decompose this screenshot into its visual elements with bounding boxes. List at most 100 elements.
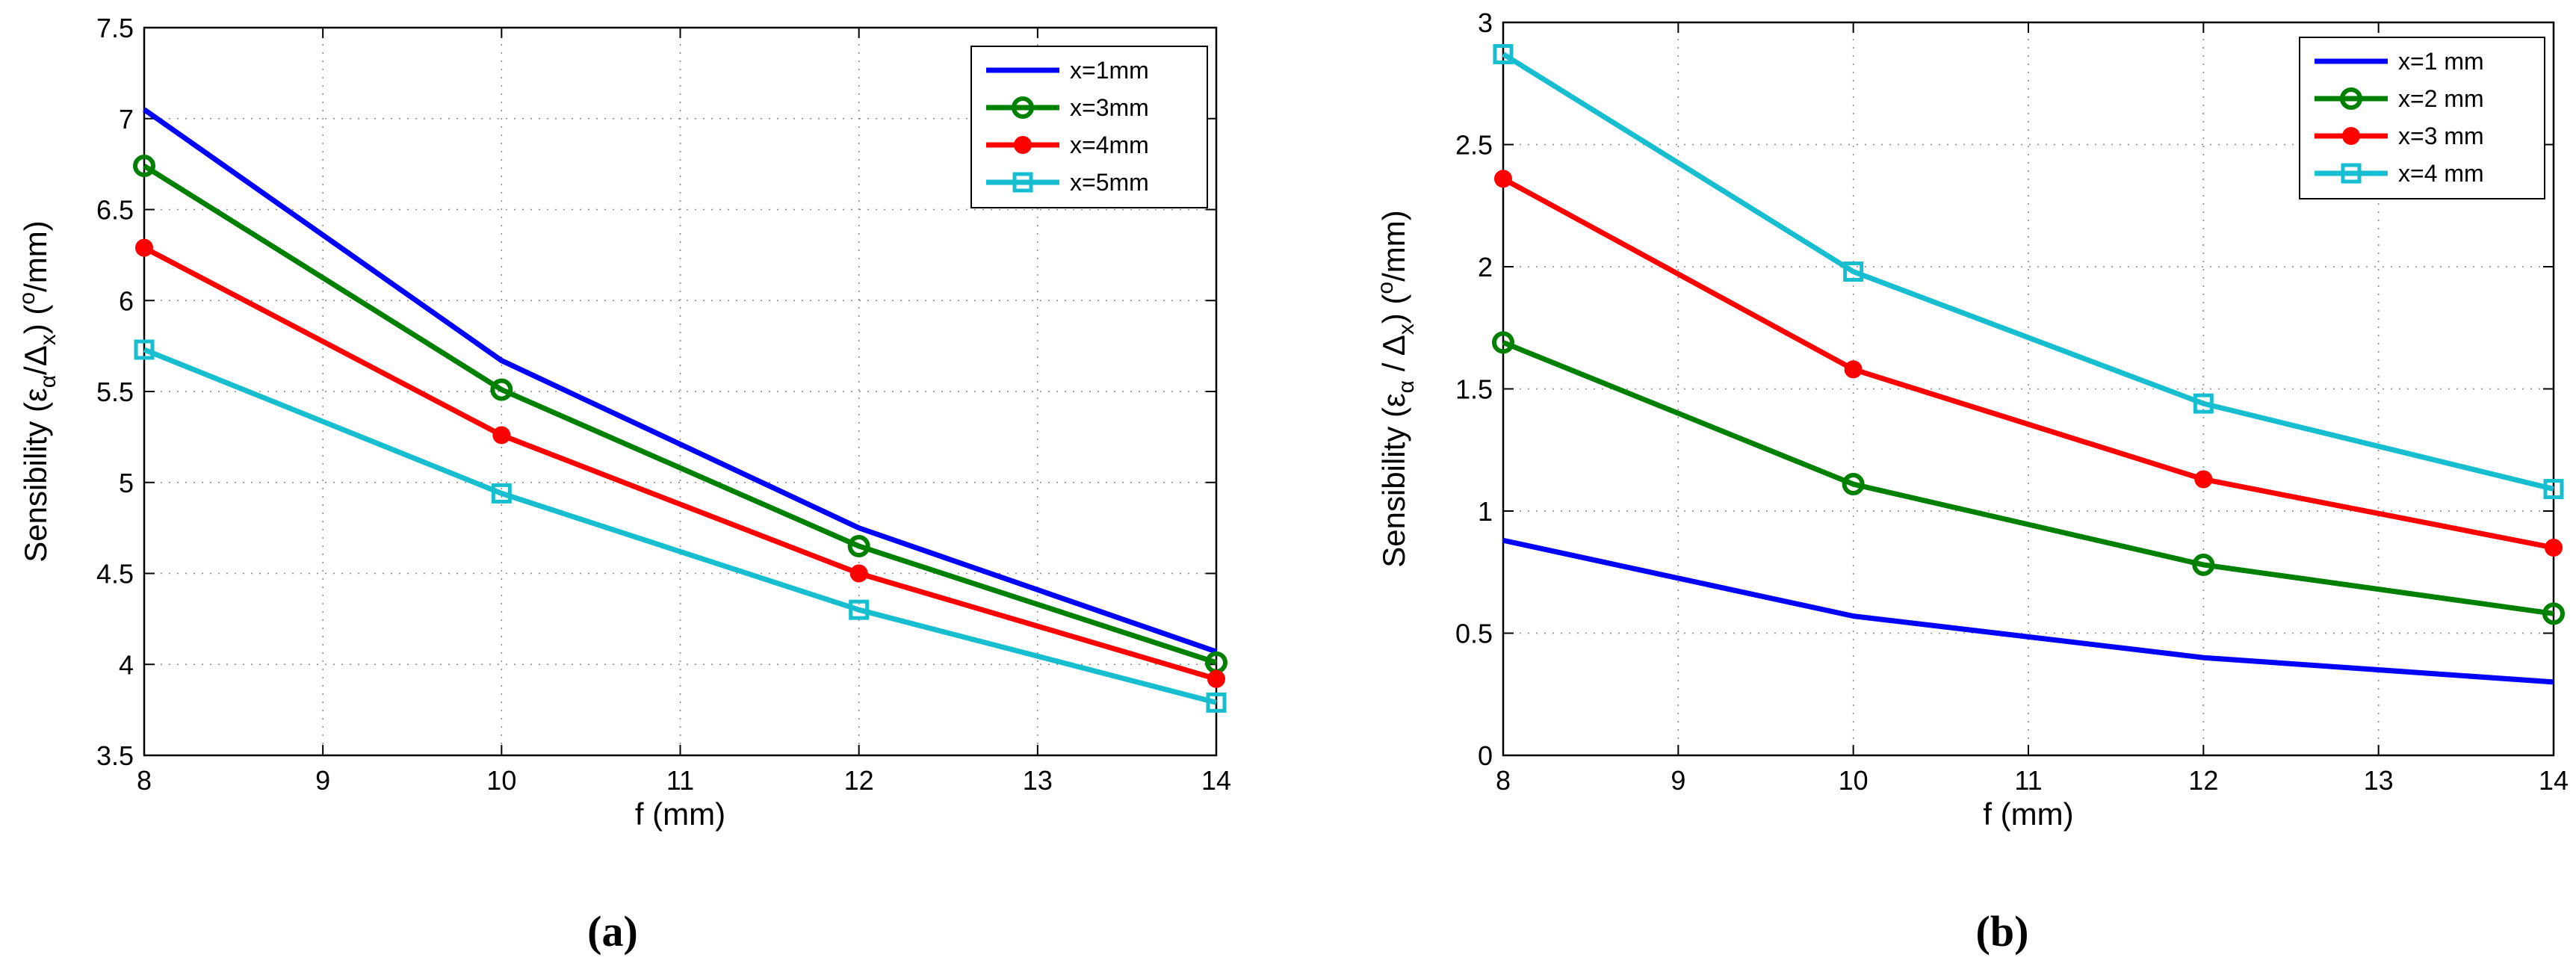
panel-a-ytick-label: 4: [119, 649, 134, 680]
panel-b-legend-marker: [2341, 163, 2362, 184]
panel-b-series-2-point: [2192, 553, 2215, 576]
panel-a-ylabel-mid: /Δ: [18, 345, 53, 375]
panel-a-ylabel-sub1: α: [36, 375, 61, 388]
panel-a-panel-label: (a): [587, 907, 638, 956]
panel-a-ytick-label: 6: [119, 285, 134, 316]
panel-a-legend: x=1mm x=3mm x=4mm x=5mm: [970, 46, 1208, 208]
panel-b-ytick-label: 2.5: [1455, 130, 1493, 161]
panel-b-ytick-label: 1.5: [1455, 374, 1493, 405]
panel-b-series-2-point: [1492, 331, 1514, 354]
panel-b-ylabel-suffix2: /mm): [1376, 210, 1411, 282]
panel-b-legend-label: x=2 mm: [2398, 85, 2484, 112]
panel-a-legend-marker: [1012, 172, 1033, 193]
panel-b-ylabel-sub2: x: [1394, 324, 1419, 335]
panel-b-legend-marker: [2340, 87, 2362, 110]
panel-a-series-4: [134, 339, 1227, 713]
panel-b-series-4-point: [1843, 261, 1864, 282]
panel-a-xlabel: f (mm): [635, 796, 725, 832]
panel-a-series-3: [135, 238, 1225, 688]
panel-a-xtick-label: 13: [1023, 765, 1053, 796]
panel-a-legend-label: x=5mm: [1070, 169, 1149, 196]
panel-a-ytick-label: 4.5: [96, 559, 134, 589]
panel-b-series-3-point: [1844, 360, 1863, 379]
panel-a-ytick-label: 5.5: [96, 377, 134, 407]
panel-a-series-3-point: [849, 564, 868, 583]
panel-b-xtick-label: 11: [2014, 765, 2042, 796]
panel-a-ytick-label: 5: [119, 468, 134, 498]
panel-a-xtick-label: 11: [666, 765, 694, 796]
panel-a-series-1-line: [142, 107, 1218, 654]
panel-b-legend: x=1 mm x=2 mm x=3 mm x=4 mm: [2299, 37, 2545, 199]
panel-b-ylabel-sup: o: [1373, 282, 1398, 294]
panel-b-ytick-label: 3: [1478, 7, 1493, 38]
panel-a-legend-label: x=4mm: [1070, 131, 1149, 158]
panel-b-series-2-point: [2542, 602, 2565, 625]
panel-a: 8 9 10 11 12 13 14 3.5 4 4.5 5 5.5 6 6.5 7 7.5 x=1mm x=3m…: [15, 13, 1231, 956]
panel-b-series-3-line: [1502, 176, 2554, 551]
panel-a-series-3-point: [135, 238, 153, 257]
panel-b-series-1: [1502, 537, 2554, 685]
panel-b-xlabel: f (mm): [1983, 796, 2073, 832]
panel-b-ylabel: Sensibility (εα / Δx) (o/mm): [1373, 210, 1419, 568]
panel-b-ylabel-sub1: α: [1394, 380, 1419, 393]
panel-a-series-2-line: [143, 164, 1218, 666]
panel-a-series-2-point: [847, 534, 870, 557]
panel-a-xtick-label: 10: [486, 765, 516, 796]
panel-a-ytick-label: 3.5: [96, 740, 134, 771]
panel-a-ylabel: Sensibility (εα/Δx) (o/mm): [15, 220, 61, 563]
panel-b-series-4-line: [1502, 52, 2554, 492]
panel-a-xtick-label: 14: [1201, 765, 1231, 796]
panel-b-ylabel-prefix: Sensibility (ε: [1376, 393, 1411, 567]
panel-b-series-4-point: [1493, 44, 1514, 65]
panel-b-xtick-label: 10: [1839, 765, 1868, 796]
panel-b-series-3-point: [2194, 470, 2213, 489]
panel-b-xtick-label: 12: [2188, 765, 2218, 796]
panel-b-xtick-label: 13: [2364, 765, 2394, 796]
panel-b-xtick-label: 14: [2539, 765, 2569, 796]
panel-b-panel-label: (b): [1976, 907, 2029, 956]
panel-b-series-2-point: [1842, 473, 1865, 496]
panel-a-xtick-label: 12: [844, 765, 874, 796]
panel-b-ytick-label: 0.5: [1455, 619, 1493, 649]
panel-a-legend-label: x=1mm: [1070, 57, 1149, 84]
panel-b-series-4-point: [2543, 479, 2564, 500]
panel-b-series-1-line: [1502, 537, 2554, 685]
panel-b-series-3: [1494, 170, 2563, 557]
panel-b-ytick-label: 2: [1478, 252, 1493, 282]
panel-b-ytick-label: 1: [1478, 496, 1493, 527]
panel-b-legend-label: x=1 mm: [2398, 48, 2484, 75]
panel-a-series-4-line: [143, 347, 1217, 705]
panel-a-ylabel-sup: o: [15, 292, 40, 305]
panel-a-ylabel-sub2: x: [36, 334, 61, 345]
panel-a-series-1: [142, 107, 1218, 654]
panel-a-series-4-point: [1206, 692, 1227, 713]
panel-a-xtick-label: 9: [315, 765, 330, 796]
panel-b-series-2-line: [1502, 340, 2554, 616]
panel-a-series-2-point: [490, 378, 513, 401]
panel-b-series-2: [1492, 331, 2565, 625]
panel-b: 8 9 10 11 12 13 14 0 0.5 1 1.5 2 2.5 3 x=1 mm x=2 mm x=3…: [1373, 7, 2569, 956]
panel-a-series-4-point: [134, 339, 155, 360]
panel-b-series-4: [1493, 44, 2564, 500]
panel-a-xtick-label: 8: [137, 765, 152, 796]
panel-a-ylabel-suffix1: ) (: [18, 305, 53, 335]
panel-b-xtick-label: 9: [1671, 765, 1685, 796]
panel-a-ylabel-prefix: Sensibility (ε: [18, 388, 53, 562]
panel-b-xtick-label: 8: [1496, 765, 1511, 796]
panel-b-series-4-point: [2193, 393, 2214, 414]
panel-b-ylabel-suffix1: ) (: [1376, 294, 1411, 324]
panel-b-ytick-label: 0: [1478, 740, 1493, 771]
panel-a-series-2-point: [133, 155, 155, 178]
panel-a-ytick-label: 6.5: [96, 195, 134, 226]
panel-b-ylabel-mid: / Δ: [1376, 335, 1411, 380]
panel-b-legend-label: x=4 mm: [2398, 160, 2484, 187]
panel-a-series-4-point: [491, 483, 512, 504]
panel-b-series-3-point: [2545, 539, 2563, 557]
panel-a-ytick-label: 7.5: [96, 13, 134, 43]
panel-b-legend-label: x=3 mm: [2398, 123, 2484, 149]
panel-a-series-3-point: [492, 426, 511, 445]
panel-a-series-4-point: [849, 599, 870, 620]
panel-a-legend-label: x=3mm: [1070, 94, 1149, 121]
panel-b-series-3-point: [1494, 170, 1512, 188]
